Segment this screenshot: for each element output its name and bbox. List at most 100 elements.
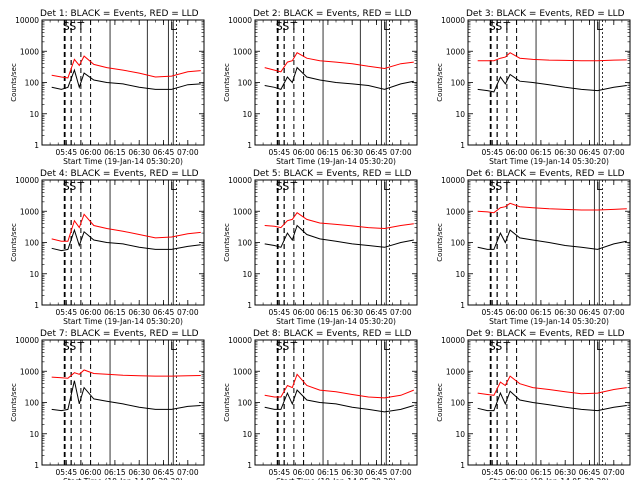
y-tick-label: 100 (451, 79, 466, 88)
panel-title: Det 2: BLACK = Events, RED = LLD (253, 9, 412, 19)
y-tick-label: 10 (455, 430, 465, 439)
x-axis-label: Start Time (19-Jan-14 05:30:20) (489, 477, 609, 480)
panel-title: Det 1: BLACK = Events, RED = LLD (40, 9, 199, 19)
events-series-line (477, 229, 627, 250)
detector-panel-4: Det 4: BLACK = Events, RED = LLD 1 10 100 10… (10, 169, 205, 326)
x-tick-label: 06:00 (80, 468, 102, 477)
plot-frame (467, 19, 631, 146)
marker-label: S (63, 180, 70, 193)
x-tick-label: 06:30 (341, 148, 363, 157)
marker-label: S (282, 20, 289, 33)
marker-label: S (69, 180, 76, 193)
panel-title: Det 4: BLACK = Events, RED = LLD (40, 169, 199, 179)
lld-series-line (51, 213, 201, 242)
x-tick-label: 06:30 (128, 148, 150, 157)
x-tick-label: 06:00 (506, 308, 528, 317)
x-tick-label: 06:15 (317, 308, 339, 317)
lld-series-line (477, 375, 627, 396)
x-tick-label: 07:00 (603, 308, 625, 317)
y-tick-label: 1000 (233, 47, 252, 56)
y-tick-label: 1 (34, 141, 39, 150)
y-tick-label: 1 (34, 461, 39, 470)
y-tick-label: 10 (29, 430, 39, 439)
x-tick-label: 06:30 (128, 468, 150, 477)
marker-label: S (282, 180, 289, 193)
y-tick-label: 1 (460, 301, 465, 310)
y-tick-label: 1000 (446, 367, 465, 376)
y-axis-label: Counts/sec (10, 223, 18, 262)
plot-frame (41, 339, 205, 466)
y-tick-label: 10 (242, 430, 252, 439)
y-tick-label: 1000 (20, 47, 39, 56)
marker-label: L (383, 20, 390, 33)
y-tick-label: 100 (25, 399, 40, 408)
x-axis-label: Start Time (19-Jan-14 05:30:20) (63, 317, 183, 326)
lld-series-line (264, 212, 414, 230)
x-tick-label: 07:00 (177, 468, 199, 477)
x-tick-label: 06:45 (153, 308, 175, 317)
events-series-line (51, 68, 201, 90)
y-tick-label: 10 (242, 110, 252, 119)
panel-title: Det 8: BLACK = Events, RED = LLD (253, 329, 412, 339)
x-tick-label: 07:00 (390, 308, 412, 317)
panel-title: Det 5: BLACK = Events, RED = LLD (253, 169, 412, 179)
x-tick-label: 07:00 (390, 468, 412, 477)
x-tick-label: 06:15 (104, 308, 126, 317)
events-series-line (264, 389, 414, 413)
marker-label: L (383, 340, 390, 353)
y-tick-label: 10000 (441, 176, 465, 185)
marker-label: S (63, 340, 70, 353)
lld-series-line (51, 369, 201, 379)
marker-label: S (69, 340, 76, 353)
lld-series-line (264, 52, 414, 73)
x-axis-label: Start Time (19-Jan-14 05:30:20) (276, 477, 396, 480)
y-tick-label: 100 (238, 399, 253, 408)
x-tick-label: 07:00 (177, 308, 199, 317)
x-tick-label: 06:00 (506, 468, 528, 477)
y-tick-label: 1 (460, 461, 465, 470)
plot-frame (254, 339, 418, 466)
x-tick-label: 06:45 (579, 468, 601, 477)
x-tick-label: 06:15 (530, 148, 552, 157)
plot-frame (41, 19, 205, 146)
y-tick-label: 10000 (15, 16, 39, 25)
y-tick-label: 1000 (20, 207, 39, 216)
y-axis-label: Counts/sec (223, 383, 231, 422)
y-tick-label: 1000 (446, 47, 465, 56)
lld-series-line (264, 373, 414, 399)
y-tick-label: 10000 (15, 176, 39, 185)
marker-label: S (276, 20, 283, 33)
y-tick-label: 1 (247, 141, 252, 150)
x-tick-label: 05:45 (481, 308, 503, 317)
y-axis-label: Counts/sec (10, 383, 18, 422)
x-tick-label: 06:00 (293, 308, 315, 317)
x-tick-label: 05:45 (268, 148, 290, 157)
y-tick-label: 10 (455, 110, 465, 119)
detector-panel-2: Det 2: BLACK = Events, RED = LLD 1 10 100 10… (223, 9, 418, 166)
x-tick-label: 06:00 (80, 308, 102, 317)
panel-title: Det 7: BLACK = Events, RED = LLD (40, 329, 199, 339)
marker-label: S (69, 20, 76, 33)
x-tick-label: 06:00 (80, 148, 102, 157)
marker-label: S (489, 20, 496, 33)
events-series-line (477, 390, 627, 412)
panel-title: Det 6: BLACK = Events, RED = LLD (466, 169, 625, 179)
lld-series-line (477, 202, 627, 214)
x-tick-label: 06:15 (317, 468, 339, 477)
detector-panel-6: Det 6: BLACK = Events, RED = LLD 1 10 100 10… (436, 169, 631, 326)
events-series-line (51, 228, 201, 252)
y-tick-label: 10 (29, 110, 39, 119)
y-tick-label: 10000 (228, 176, 252, 185)
x-tick-label: 05:45 (268, 468, 290, 477)
marker-label: S (63, 20, 70, 33)
x-axis-label: Start Time (19-Jan-14 05:30:20) (489, 157, 609, 166)
y-axis-label: Counts/sec (10, 63, 18, 102)
panel-title: Det 9: BLACK = Events, RED = LLD (466, 329, 625, 339)
x-tick-label: 06:45 (579, 308, 601, 317)
y-tick-label: 100 (451, 399, 466, 408)
detector-panel-5: Det 5: BLACK = Events, RED = LLD 1 10 100 10… (223, 169, 418, 326)
x-tick-label: 06:45 (366, 148, 388, 157)
events-series-line (477, 73, 627, 93)
y-tick-label: 1 (247, 461, 252, 470)
